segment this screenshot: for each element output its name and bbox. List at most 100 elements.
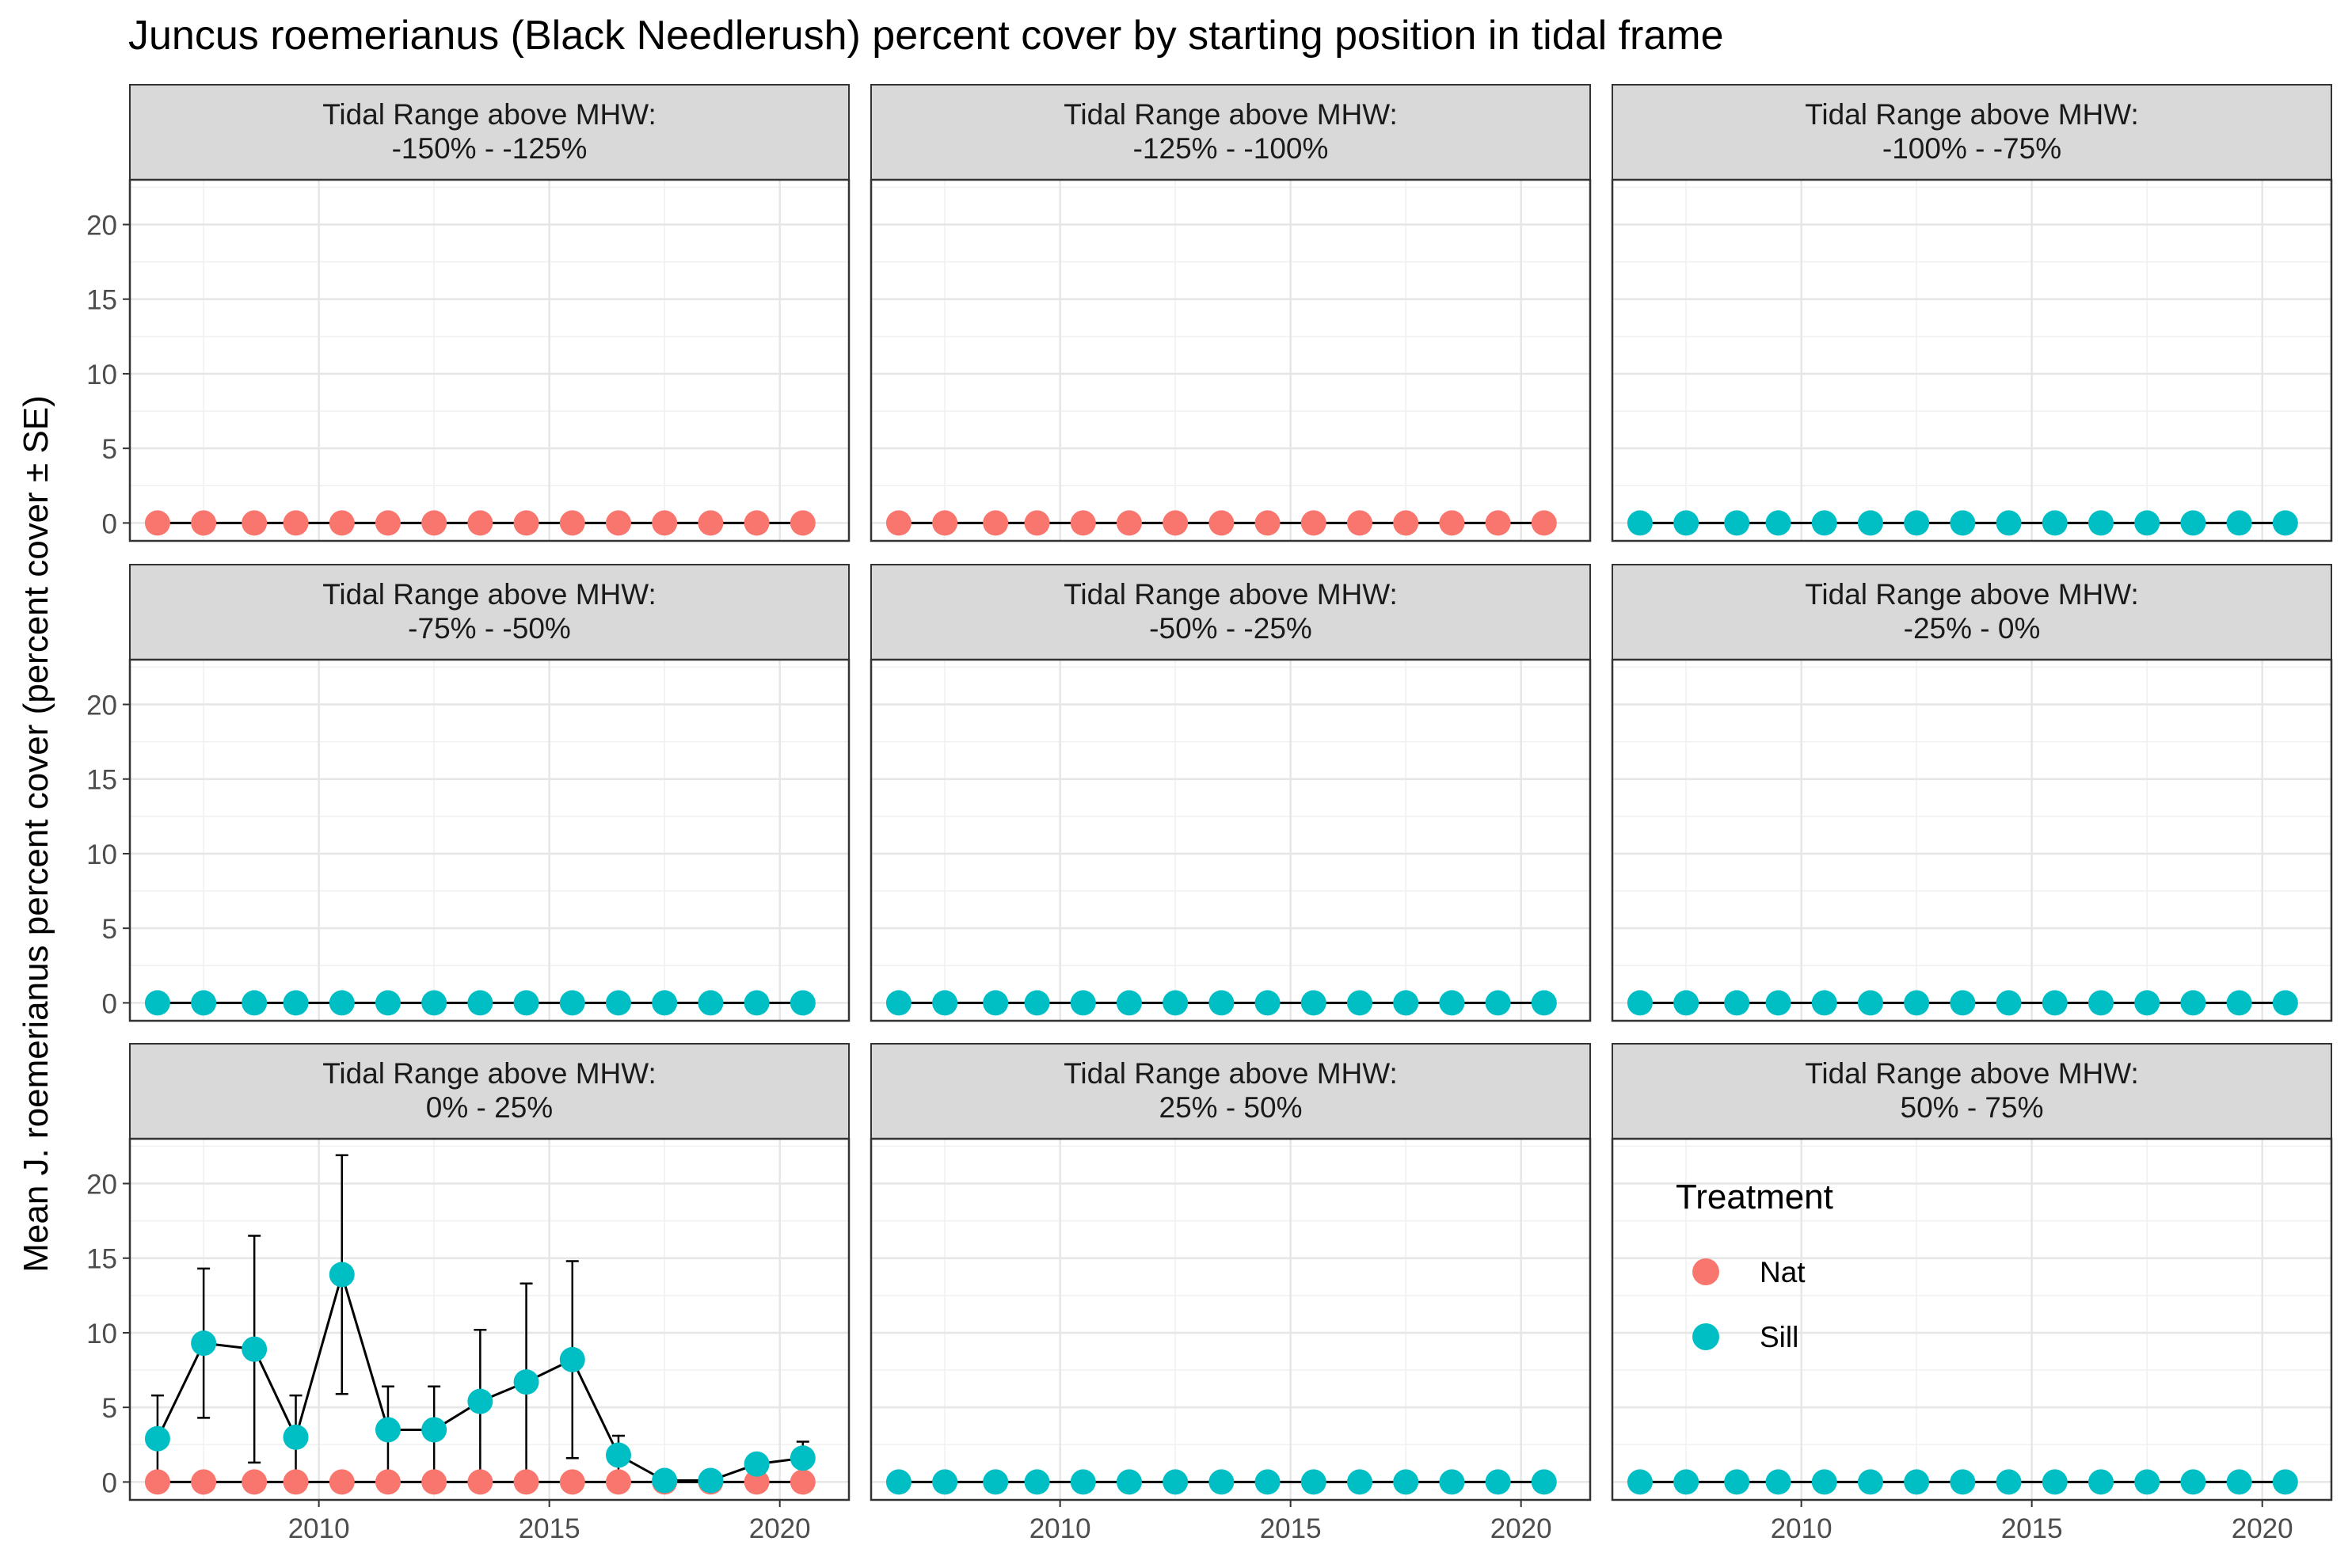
- plot-area: [130, 1139, 849, 1500]
- plot-area: [1612, 660, 2331, 1021]
- data-point-sill: [932, 990, 958, 1016]
- data-point-sill: [1765, 1469, 1791, 1495]
- data-point-sill: [1724, 510, 1750, 536]
- data-point-nat: [932, 510, 958, 536]
- y-tick-label: 20: [86, 211, 117, 242]
- panel-border: [128, 658, 851, 1022]
- y-tick-label: 10: [86, 360, 117, 390]
- facet-strip-label: Tidal Range above MHW:: [1805, 1057, 2139, 1090]
- data-point-sill: [242, 990, 268, 1016]
- data-point-sill: [1811, 990, 1837, 1016]
- data-point-nat: [513, 510, 539, 536]
- data-point-nat: [790, 510, 816, 536]
- data-point-sill: [744, 990, 770, 1016]
- data-point-nat: [191, 510, 217, 536]
- facet-strip: [1612, 564, 2332, 660]
- legend-key-nat: [1692, 1258, 1719, 1285]
- data-point-sill: [1163, 990, 1189, 1016]
- data-point-sill: [1950, 510, 1976, 536]
- facet-panel: Tidal Range above MHW:-125% - -100%: [870, 84, 1592, 542]
- data-point-nat: [1024, 510, 1050, 536]
- data-point-sill: [559, 990, 585, 1016]
- facet-panel: Tidal Range above MHW:-25% - 0%: [1611, 564, 2333, 1022]
- data-point-nat: [1254, 510, 1281, 536]
- data-point-sill: [1300, 1469, 1326, 1495]
- data-point-nat: [885, 510, 911, 536]
- data-point-nat: [375, 1469, 401, 1495]
- y-tick-label: 15: [86, 765, 117, 796]
- data-point-sill: [744, 1451, 770, 1477]
- data-point-sill: [1904, 510, 1930, 536]
- data-point-sill: [144, 1425, 170, 1452]
- data-point-sill: [2042, 1469, 2068, 1495]
- data-point-nat: [421, 1469, 447, 1495]
- facet-panel: Tidal Range above MHW:50% - 75% 2010 2015 2…: [1611, 1043, 2333, 1544]
- facet-panel: Tidal Range above MHW:-100% - -75%: [1611, 84, 2333, 542]
- data-point-sill: [2087, 1469, 2114, 1495]
- data-point-nat: [1116, 510, 1142, 536]
- x-tick-label: 2010: [288, 1513, 350, 1544]
- data-point-nat: [1346, 510, 1372, 536]
- data-point-sill: [1673, 990, 1699, 1016]
- data-point-sill: [652, 1467, 678, 1494]
- panel-border: [128, 178, 851, 542]
- data-point-sill: [983, 1469, 1009, 1495]
- facet-strip-range: -75% - -50%: [408, 612, 571, 645]
- legend-title: Treatment: [1676, 1178, 1833, 1216]
- data-point-sill: [1346, 1469, 1372, 1495]
- facet-panel: Tidal Range above MHW:-50% - -25%: [870, 564, 1592, 1022]
- data-point-sill: [2134, 990, 2160, 1016]
- data-point-sill: [1765, 990, 1791, 1016]
- y-tick-label: 20: [86, 691, 117, 721]
- data-point-sill: [467, 990, 493, 1016]
- data-point-sill: [1531, 1469, 1557, 1495]
- data-point-sill: [932, 1469, 958, 1495]
- data-point-nat: [144, 510, 170, 536]
- data-point-sill: [1070, 990, 1096, 1016]
- data-point-sill: [1996, 510, 2022, 536]
- facet-strip: [1612, 84, 2332, 181]
- data-point-sill: [2087, 510, 2114, 536]
- data-point-sill: [283, 1424, 309, 1450]
- data-point-sill: [513, 990, 539, 1016]
- data-point-nat: [1300, 510, 1326, 536]
- data-point-sill: [983, 990, 1009, 1016]
- data-point-nat: [698, 510, 724, 536]
- data-point-nat: [1070, 510, 1096, 536]
- data-point-sill: [375, 1417, 401, 1443]
- data-point-sill: [1724, 990, 1750, 1016]
- data-point-sill: [1996, 990, 2022, 1016]
- data-point-nat: [283, 1469, 309, 1495]
- data-point-nat: [559, 510, 585, 536]
- plot-area: [130, 660, 849, 1021]
- data-point-sill: [242, 1336, 268, 1362]
- data-point-sill: [1024, 1469, 1050, 1495]
- data-point-nat: [1439, 510, 1465, 536]
- y-tick-label: 15: [86, 1244, 117, 1275]
- panel-border: [128, 1137, 851, 1501]
- x-tick-label: 2020: [2232, 1513, 2293, 1544]
- data-point-sill: [1857, 1469, 1883, 1495]
- data-point-sill: [1300, 990, 1326, 1016]
- facet-strip-label: Tidal Range above MHW:: [322, 578, 657, 611]
- chart-title: Juncus roemerianus (Black Needlerush) pe…: [128, 13, 1724, 59]
- data-point-sill: [144, 990, 170, 1016]
- facet-strip-label: Tidal Range above MHW:: [322, 1057, 657, 1090]
- data-point-nat: [1163, 510, 1189, 536]
- data-point-nat: [605, 510, 631, 536]
- data-point-sill: [1673, 1469, 1699, 1495]
- data-point-sill: [421, 1417, 447, 1443]
- data-point-sill: [2226, 510, 2252, 536]
- y-tick-label: 15: [86, 285, 117, 316]
- data-point-sill: [1996, 1469, 2022, 1495]
- data-point-sill: [513, 1369, 539, 1395]
- facet-strip: [129, 84, 850, 181]
- data-point-sill: [1811, 1469, 1837, 1495]
- facet-strip-label: Tidal Range above MHW:: [1064, 1057, 1398, 1090]
- plot-area: [871, 1139, 1590, 1500]
- plot-area: [1612, 180, 2331, 541]
- data-point-sill: [1811, 510, 1837, 536]
- data-point-sill: [1950, 1469, 1976, 1495]
- data-point-nat: [329, 1469, 355, 1495]
